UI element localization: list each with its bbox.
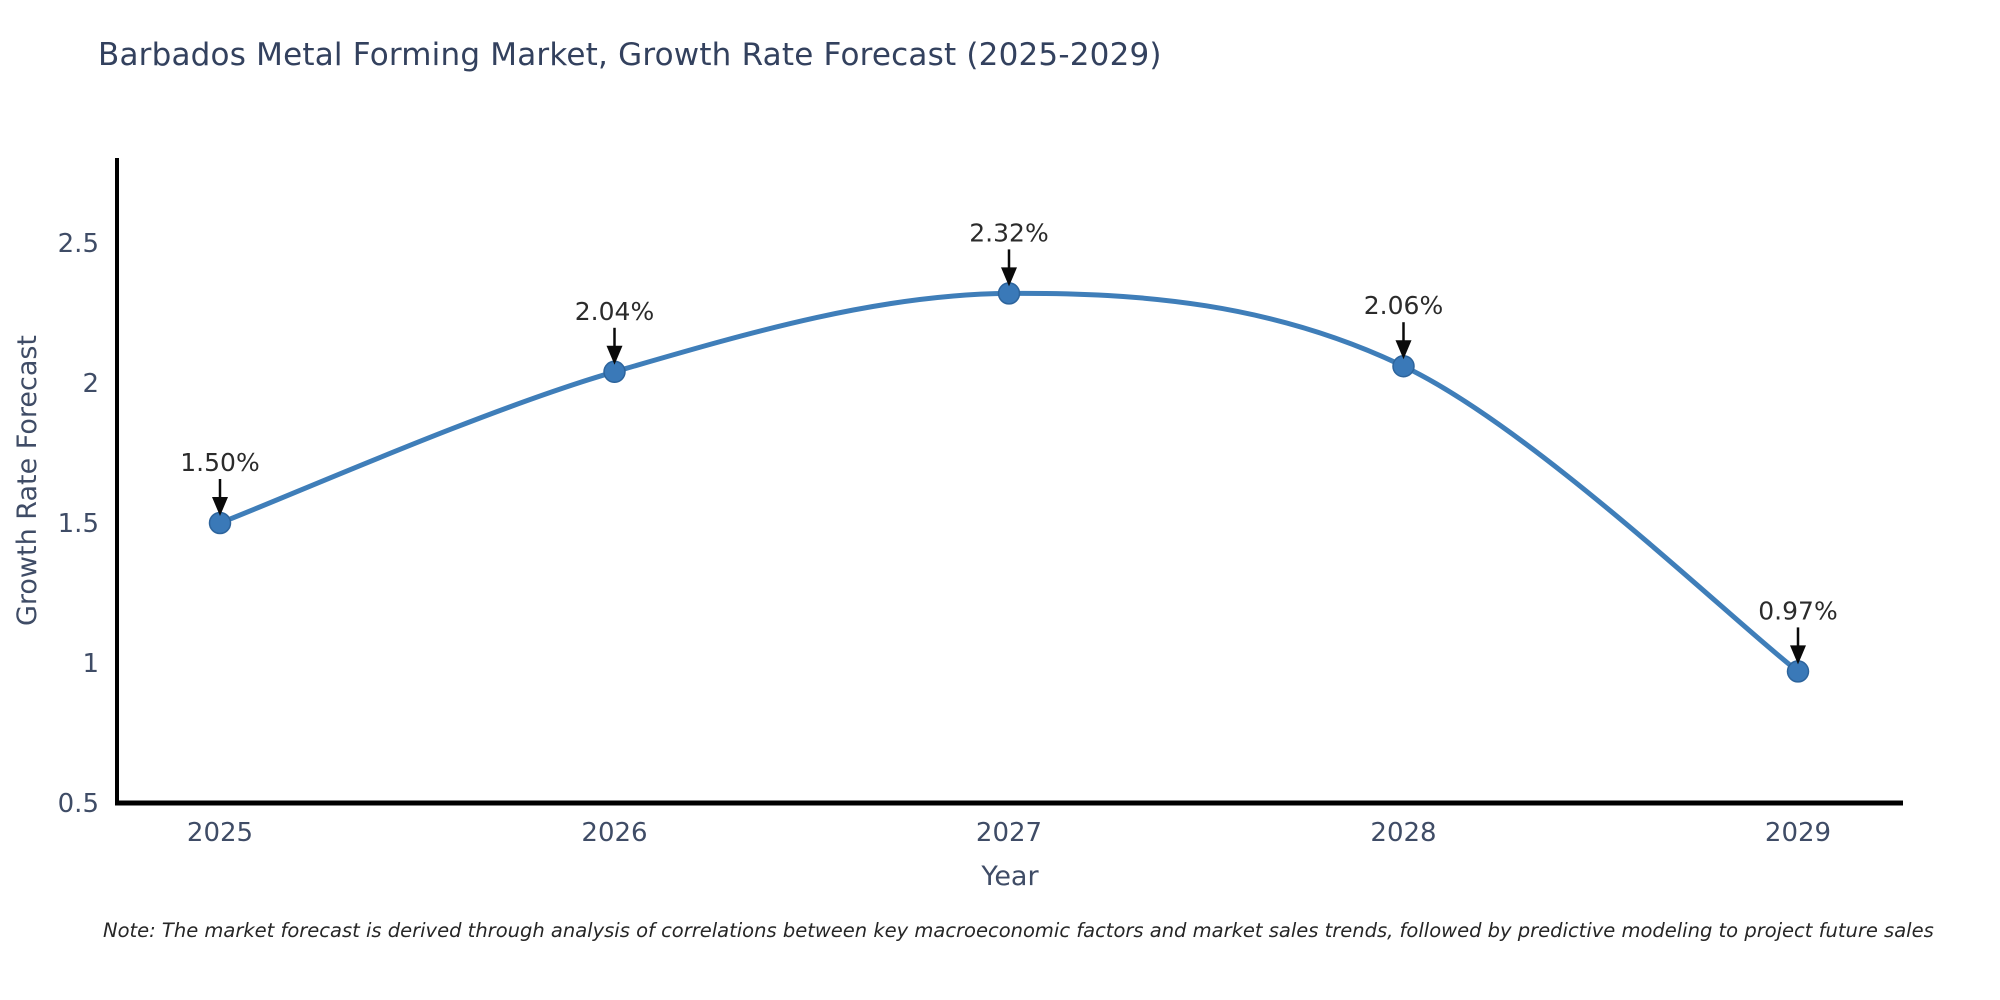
annotation-arrowhead-icon [1001, 267, 1017, 287]
forecast-line [217, 290, 1801, 674]
chart-footnote: Note: The market forecast is derived thr… [103, 919, 1934, 942]
chart-title: Barbados Metal Forming Market, Growth Ra… [98, 37, 1162, 73]
annotation-arrowhead-icon [606, 345, 623, 365]
y-tick-label: 0.5 [58, 789, 99, 819]
data-point-label: 2.06% [1364, 291, 1443, 320]
x-tick-label: 2025 [187, 818, 253, 848]
y-tick-label: 1.5 [58, 509, 99, 539]
data-point-label: 2.32% [969, 218, 1048, 247]
y-tick-label: 2.5 [58, 229, 99, 259]
x-tick-label: 2027 [976, 818, 1042, 848]
y-tick-label: 1 [82, 649, 99, 679]
annotation-arrowhead-icon [1790, 645, 1806, 665]
data-point-label: 2.04% [575, 297, 654, 326]
x-tick-label: 2028 [1370, 818, 1436, 848]
annotation-arrowhead-icon [1395, 340, 1412, 360]
x-tick-label: 2026 [581, 818, 647, 848]
y-tick-label: 2 [82, 369, 99, 399]
data-point-label: 0.97% [1758, 596, 1837, 625]
data-point-label: 1.50% [180, 448, 259, 477]
x-axis-title: Year [980, 861, 1039, 892]
y-axis-title: Growth Rate Forecast [12, 335, 43, 626]
x-tick-label: 2029 [1765, 818, 1831, 848]
annotation-arrowhead-icon [212, 497, 228, 516]
